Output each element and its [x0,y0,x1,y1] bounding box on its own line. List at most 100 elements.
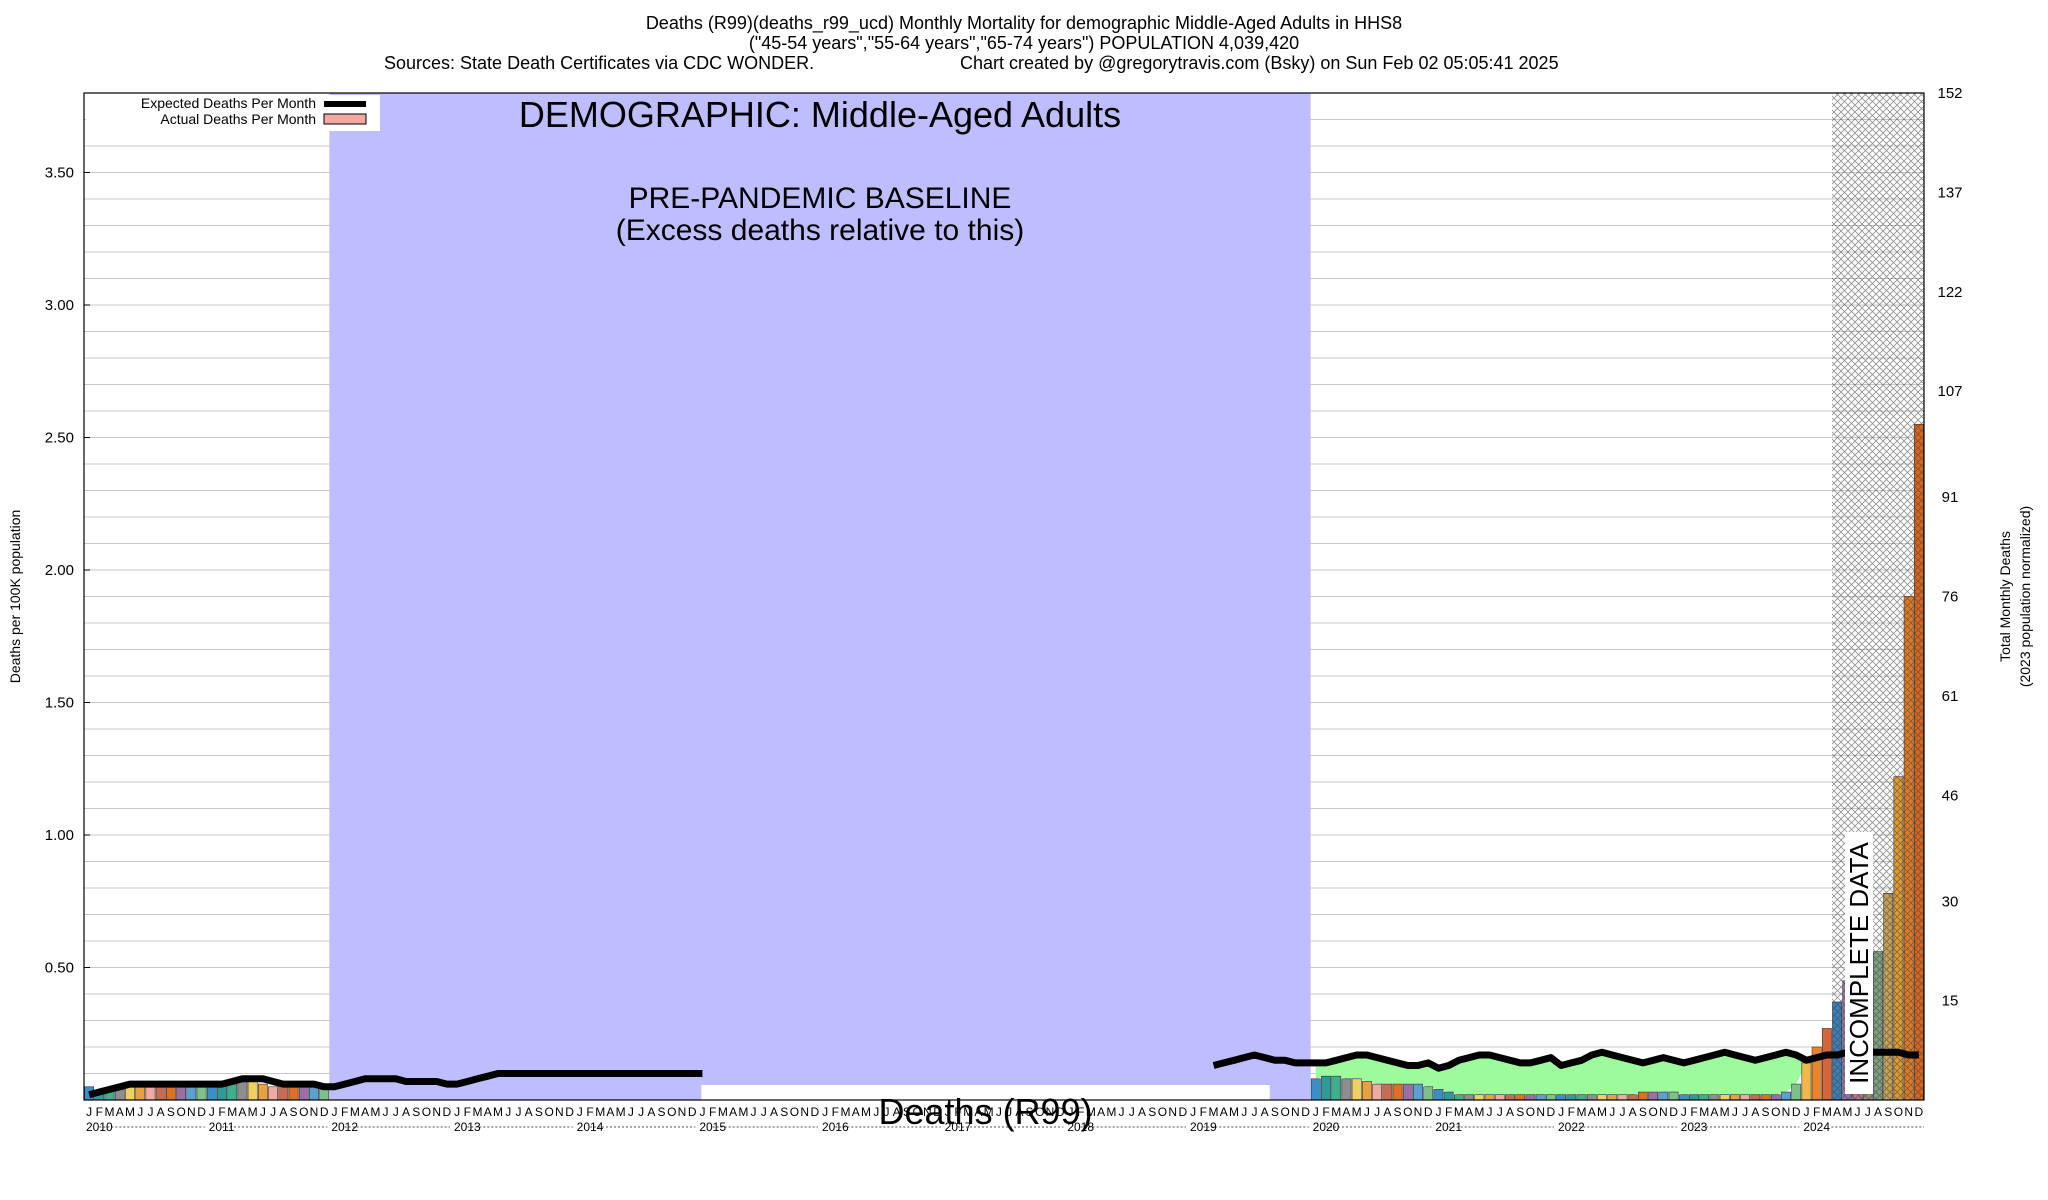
x-month-label: F [1322,1105,1329,1119]
x-month-label: D [1669,1105,1678,1119]
x-month-label: F [1445,1105,1452,1119]
x-month-label: N [310,1105,319,1119]
x-month-label: D [1179,1105,1188,1119]
x-month-label: J [883,1105,889,1119]
x-month-label: O [1894,1105,1903,1119]
x-year-label: 2011 [209,1120,235,1134]
bar [1535,1094,1546,1101]
x-month-label: J [1487,1105,1493,1119]
x-month-label: N [1291,1105,1300,1119]
x-year-label: 2016 [822,1120,849,1134]
x-month-label: D [1915,1105,1924,1119]
x-month-label: D [1301,1105,1310,1119]
x-month-label: O [912,1105,921,1119]
x-month-label: O [422,1105,431,1119]
x-month-label: A [893,1105,901,1119]
x-month-label: M [1699,1105,1709,1119]
x-month-label: A [1710,1105,1718,1119]
y-tick-label: 0.50 [45,960,74,977]
x-month-label: J [945,1105,951,1119]
x-month-label: J [1855,1105,1861,1119]
x-month-label: D [565,1105,574,1119]
x-month-label: M [1822,1105,1832,1119]
bar [1668,1091,1679,1101]
y-axis-label: Deaths per 100K population [7,510,23,684]
x-month-label: O [1771,1105,1780,1119]
bar [227,1083,238,1101]
x-month-label: J [1558,1105,1564,1119]
x-month-label: A [238,1105,246,1119]
x-month-label: J [699,1105,705,1119]
bar [1413,1083,1423,1101]
x-month-label: O [1648,1105,1657,1119]
bar [1464,1094,1475,1101]
bar [1729,1094,1740,1101]
bar [125,1086,135,1101]
y2-tick-label: 122 [1937,284,1962,301]
x-month-label: M [1229,1105,1239,1119]
x-month-label: D [1792,1105,1801,1119]
x-month-label: A [116,1105,124,1119]
x-month-label: O [299,1105,308,1119]
y2-tick-label: 76 [1942,589,1959,606]
y2-tick-label: 30 [1942,893,1959,910]
bar [1382,1083,1393,1101]
x-month-label: A [974,1105,982,1119]
deficit-area [1315,1052,1827,1095]
x-month-label: M [105,1105,115,1119]
x-month-label: F [709,1105,716,1119]
x-month-label: M [1086,1105,1096,1119]
x-month-label: J [1619,1105,1625,1119]
x-month-label: O [667,1105,676,1119]
x-month-label: N [800,1105,809,1119]
x-month-label: N [1536,1105,1545,1119]
x-month-label: S [903,1105,911,1119]
x-month-label: J [383,1105,389,1119]
x-month-label: A [402,1105,410,1119]
baseline-annotation-sub: (Excess deaths relative to this) [616,214,1025,247]
incomplete-data-label: INCOMPLETE DATA [1844,841,1874,1083]
x-month-label: A [606,1105,614,1119]
y2-tick-label: 15 [1942,993,1959,1010]
x-month-label: A [1015,1105,1023,1119]
x-month-label: M [1474,1105,1484,1119]
bar [309,1086,319,1101]
bar [1545,1094,1556,1101]
x-month-label: A [361,1105,369,1119]
x-year-label: 2022 [1558,1120,1585,1134]
x-month-label: M [493,1105,503,1119]
x-month-label: J [86,1105,92,1119]
x-month-label: A [484,1105,492,1119]
x-month-label: J [751,1105,757,1119]
legend-expected-label: Expected Deaths Per Month [141,95,316,111]
x-year-label: 2020 [1313,1120,1340,1134]
x-month-label: S [1762,1105,1770,1119]
x-month-label: O [1403,1105,1412,1119]
y-tick-label: 2.50 [45,430,74,447]
x-month-label: F [1200,1105,1207,1119]
bar [1740,1094,1751,1101]
bar [1433,1089,1444,1101]
x-month-label: N [187,1105,196,1119]
bar [319,1089,330,1101]
expected-line [88,1048,1919,1099]
chart-title-line1: Deaths (R99)(deaths_r99_ucd) Monthly Mor… [645,13,1403,33]
chart-credit: Chart created by @gregorytravis.com (Bsk… [960,53,1559,73]
x-year-label: 2019 [1190,1120,1217,1134]
x-month-label: O [1035,1105,1044,1119]
x-year-label: 2014 [577,1120,604,1134]
x-month-label: J [1129,1105,1135,1119]
x-month-label: M [350,1105,360,1119]
bar [1648,1091,1659,1101]
x-year-label: 2024 [1803,1120,1830,1134]
bar [1341,1078,1352,1101]
x-month-label: J [1251,1105,1257,1119]
x-month-label: D [197,1105,206,1119]
x-month-label: J [1865,1105,1871,1119]
x-year-label: 2010 [86,1120,113,1134]
bar [1607,1094,1618,1101]
x-month-label: J [873,1105,879,1119]
bar [1525,1094,1536,1101]
center-label-box [701,1085,1270,1135]
x-month-label: A [647,1105,655,1119]
